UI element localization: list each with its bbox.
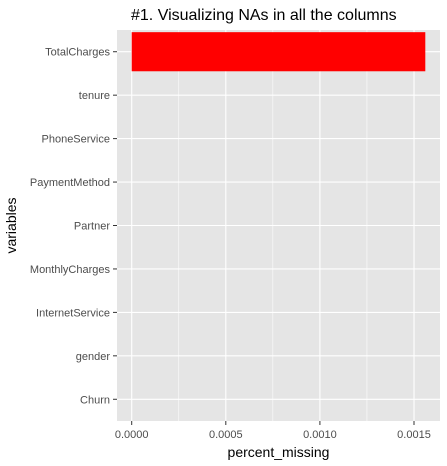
bars bbox=[131, 32, 426, 72]
y-tick-label: tenure bbox=[79, 90, 110, 102]
y-tick-label: MonthlyCharges bbox=[30, 264, 111, 276]
x-axis: 0.0000 0.0005 0.0010 0.0015 bbox=[115, 421, 431, 441]
y-tick-label: PhoneService bbox=[42, 134, 111, 146]
x-tick-label: 0.0010 bbox=[303, 429, 337, 441]
y-tick-label: TotalCharges bbox=[45, 47, 110, 59]
x-tick-label: 0.0005 bbox=[209, 429, 243, 441]
y-axis: TotalCharges tenure PhoneService PaymentMet… bbox=[30, 47, 117, 406]
chart-title: #1. Visualizing NAs in all the columns bbox=[131, 7, 397, 24]
x-tick-label: 0.0000 bbox=[115, 429, 149, 441]
bar-TotalCharges bbox=[131, 32, 426, 72]
x-tick-label: 0.0015 bbox=[397, 429, 431, 441]
y-tick-label: InternetService bbox=[36, 307, 110, 319]
y-tick-label: PaymentMethod bbox=[30, 177, 110, 189]
x-axis-label: percent_missing bbox=[228, 444, 330, 460]
y-axis-label: variables bbox=[3, 197, 19, 253]
y-tick-label: Partner bbox=[74, 221, 110, 233]
y-tick-label: Churn bbox=[80, 394, 110, 406]
y-tick-label: gender bbox=[76, 351, 111, 363]
